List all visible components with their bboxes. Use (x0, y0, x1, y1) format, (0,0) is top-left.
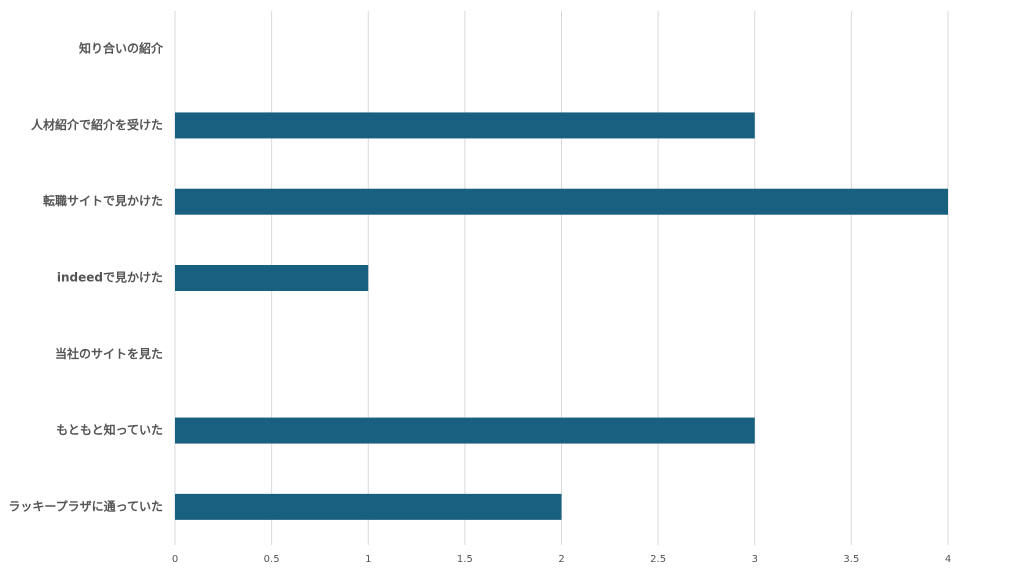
y-tick-label: 当社のサイトを見た (55, 346, 163, 361)
y-tick-label: もともと知っていた (56, 422, 163, 437)
x-tick-label: 2.5 (650, 554, 666, 565)
x-tick-label: 3.5 (843, 554, 859, 565)
x-tick-label: 0 (172, 554, 178, 565)
bar (175, 417, 755, 444)
x-tick-label: 1 (365, 554, 371, 565)
bar (175, 493, 562, 520)
bar (175, 188, 948, 215)
y-tick-label: 人材紹介で紹介を受けた (31, 117, 163, 132)
y-tick-label: 転職サイトで見かけた (43, 193, 163, 208)
x-tick-label: 2 (558, 554, 564, 565)
x-tick-label: 1.5 (457, 554, 473, 565)
x-tick-label: 3 (752, 554, 758, 565)
x-tick-label: 0.5 (264, 554, 280, 565)
y-tick-label: 知り合いの紹介 (78, 41, 164, 56)
x-tick-label: 4 (945, 554, 951, 565)
y-tick-label: indeedで見かけた (57, 270, 163, 285)
y-tick-label: ラッキープラザに通っていた (8, 498, 163, 513)
bar (175, 112, 755, 139)
bar (175, 265, 369, 291)
